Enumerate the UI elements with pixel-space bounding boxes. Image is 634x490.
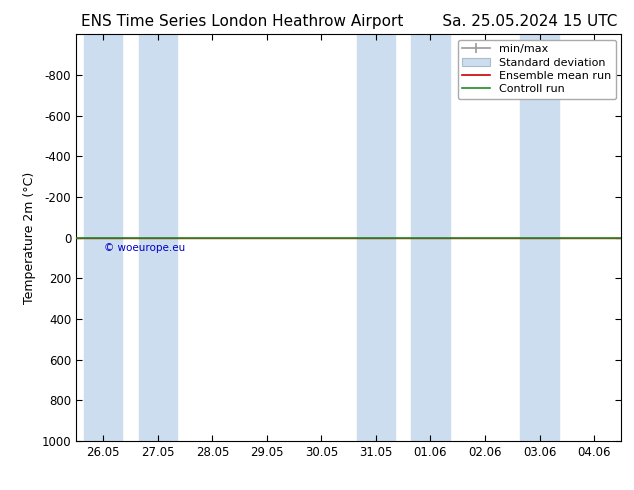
Bar bbox=[411, 34, 450, 441]
Y-axis label: Temperature 2m (°C): Temperature 2m (°C) bbox=[23, 172, 36, 304]
Bar bbox=[139, 34, 177, 441]
Bar bbox=[84, 34, 122, 441]
Text: © woeurope.eu: © woeurope.eu bbox=[104, 243, 185, 253]
Bar bbox=[521, 34, 559, 441]
Title: ENS Time Series London Heathrow Airport        Sa. 25.05.2024 15 UTC: ENS Time Series London Heathrow Airport … bbox=[81, 14, 617, 29]
Bar bbox=[357, 34, 395, 441]
Legend: min/max, Standard deviation, Ensemble mean run, Controll run: min/max, Standard deviation, Ensemble me… bbox=[458, 40, 616, 99]
